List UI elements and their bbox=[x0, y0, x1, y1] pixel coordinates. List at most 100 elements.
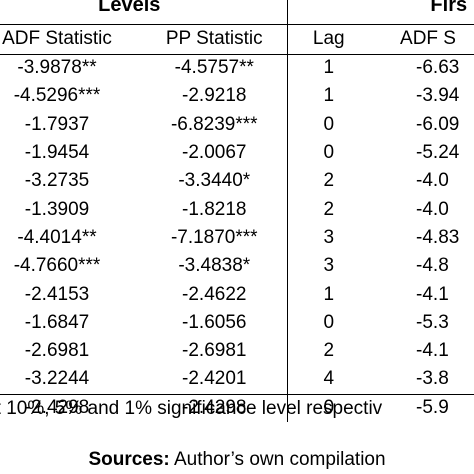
cell-adf-levels-value: -1.7937 bbox=[24, 113, 90, 135]
cell-pp-levels: -3.4838* bbox=[142, 252, 287, 280]
cell-adf-first: -6.09 bbox=[370, 111, 474, 139]
cell-adf-first: -5.24 bbox=[370, 139, 474, 167]
cell-adf-levels-value: -1.6847 bbox=[24, 311, 90, 333]
cell-pp-levels-value: -7.1870*** bbox=[170, 226, 258, 248]
significance-note-text: sent 10%, 5% and 1% significance level r… bbox=[0, 398, 383, 419]
cell-adf-levels: -4.7660*** bbox=[0, 252, 142, 280]
cell-adf-first-value: -4.1 bbox=[416, 283, 449, 305]
cell-adf-levels-value: -2.6981 bbox=[24, 340, 90, 362]
cell-adf-first-value: -4.1 bbox=[416, 340, 449, 362]
cell-adf-first: -5.3 bbox=[370, 309, 474, 337]
cell-pp-levels-value: -2.4298 bbox=[182, 396, 247, 418]
cell-adf-levels: -3.9878** bbox=[0, 54, 142, 82]
cell-lag: 1 bbox=[286, 82, 371, 111]
cell-adf-levels-value: -1.3909 bbox=[24, 198, 90, 220]
cell-pp-levels-value: -3.3440* bbox=[178, 170, 251, 192]
cell-pp-levels-value: -4.5757** bbox=[174, 57, 254, 79]
table-row: -4.5296*** -2.9218 1 -3.94 bbox=[0, 82, 474, 111]
cell-adf-levels-value: -4.7660*** bbox=[13, 255, 101, 277]
cell-adf-levels-value: -3.9878** bbox=[17, 57, 97, 79]
cell-lag-value: 1 bbox=[323, 85, 335, 107]
cell-adf-levels: -1.9454 bbox=[0, 139, 142, 167]
cell-pp-levels-value: -3.4838* bbox=[178, 255, 251, 277]
unit-root-test-table: Levels Firs ADF Statistic PP Statistic L… bbox=[0, 0, 474, 422]
cell-pp-levels: -2.0067 bbox=[142, 139, 287, 167]
cell-adf-first-value: -6.09 bbox=[416, 113, 460, 135]
cell-pp-levels-value: -1.8218 bbox=[182, 198, 247, 220]
table-row: -1.6847 -1.6056 0 -5.3 bbox=[0, 308, 474, 337]
cell-adf-first-value: -6.63 bbox=[416, 57, 460, 79]
table-row: -3.2735 -3.3440* 2 -4.0 bbox=[0, 167, 474, 196]
table-row: -4.4014** -7.1870*** 3 -4.83 bbox=[0, 223, 474, 253]
cell-lag: 3 bbox=[286, 223, 371, 253]
cell-adf-first: -4.8 bbox=[370, 252, 474, 280]
cell-pp-levels: -3.3440* bbox=[142, 167, 287, 195]
cell-lag-value: 2 bbox=[323, 170, 335, 192]
cell-adf-first-value: -4.0 bbox=[416, 170, 449, 192]
table-row: -2.4153 -2.4622 1 -4.1 bbox=[0, 280, 474, 309]
cell-pp-levels: -2.4201 bbox=[142, 365, 287, 393]
cell-adf-levels: -1.7937 bbox=[0, 111, 142, 139]
header-lag: Lag bbox=[286, 24, 371, 55]
cell-adf-first-value: -4.8 bbox=[416, 255, 449, 277]
sources-label: Sources: bbox=[88, 449, 170, 470]
table-row: -2.6981 -2.6981 2 -4.1 bbox=[0, 336, 474, 366]
cell-lag-value: 0 bbox=[323, 396, 335, 418]
cell-adf-first: -6.63 bbox=[370, 54, 474, 82]
cell-lag: 2 bbox=[286, 167, 371, 196]
cell-lag: 3 bbox=[286, 252, 371, 281]
table-row: -3.9878** -4.5757** 1 -6.63 bbox=[0, 54, 474, 83]
group-first-difference-label: Firs bbox=[430, 0, 468, 17]
cell-lag-value: 0 bbox=[323, 113, 335, 135]
cell-adf-levels: -2.4153 bbox=[0, 280, 142, 308]
cell-lag: 0 bbox=[286, 138, 371, 168]
column-header-row: ADF Statistic PP Statistic Lag ADF S bbox=[0, 24, 474, 55]
cell-pp-levels-value: -6.8239*** bbox=[170, 113, 258, 135]
header-adf-levels: ADF Statistic bbox=[0, 24, 142, 55]
cell-adf-levels-value: -3.2735 bbox=[24, 170, 90, 192]
cell-adf-levels: -3.2735 bbox=[0, 167, 142, 195]
cell-pp-levels: -7.1870*** bbox=[142, 224, 287, 252]
cell-adf-first: -5.9 bbox=[370, 394, 474, 422]
cell-pp-levels: -6.8239*** bbox=[142, 111, 287, 139]
cell-pp-levels-value: -2.4201 bbox=[182, 368, 247, 390]
cell-pp-levels: -2.4622 bbox=[142, 280, 287, 308]
cell-adf-first: -3.94 bbox=[370, 82, 474, 110]
cell-adf-levels: -1.3909 bbox=[0, 195, 142, 223]
cell-lag-value: 2 bbox=[323, 340, 335, 362]
cell-pp-levels: -2.9218 bbox=[142, 82, 287, 110]
cell-adf-first: -4.83 bbox=[370, 224, 474, 252]
cell-adf-first-value: -3.94 bbox=[416, 85, 460, 107]
table-row: -2.4298 -2.4298 0 -5.9 bbox=[0, 393, 474, 422]
header-pp-levels: PP Statistic bbox=[142, 24, 288, 55]
group-levels: Levels bbox=[0, 0, 288, 25]
table-row: -1.9454 -2.0067 0 -5.24 bbox=[0, 138, 474, 168]
cell-lag: 2 bbox=[286, 336, 371, 366]
cell-pp-levels: -1.8218 bbox=[142, 195, 287, 223]
cell-lag-value: 3 bbox=[323, 255, 335, 277]
cell-adf-levels-value: -4.4014** bbox=[17, 226, 97, 248]
cell-lag: 0 bbox=[286, 393, 371, 422]
cell-adf-first: -4.1 bbox=[370, 280, 474, 308]
cell-lag: 2 bbox=[286, 195, 371, 224]
sources-text: Author’s own compilation bbox=[169, 449, 386, 470]
cell-lag-value: 2 bbox=[323, 198, 335, 220]
cell-lag-value: 4 bbox=[323, 368, 335, 390]
cell-lag-value: 0 bbox=[323, 142, 335, 164]
table-body: -3.9878** -4.5757** 1 -6.63 -4.5296*** -2.921… bbox=[0, 54, 474, 422]
cell-adf-levels-value: -1.9454 bbox=[24, 142, 90, 164]
table-row: -1.7937 -6.8239*** 0 -6.09 bbox=[0, 110, 474, 139]
cell-adf-first: -3.8 bbox=[370, 365, 474, 393]
cell-lag: 0 bbox=[286, 110, 371, 139]
cell-adf-first-value: -4.83 bbox=[416, 226, 460, 248]
cell-adf-first-value: -5.9 bbox=[416, 396, 449, 418]
cell-adf-first-value: -5.24 bbox=[416, 142, 460, 164]
cell-lag: 4 bbox=[286, 365, 371, 394]
cell-adf-levels-value: -2.4153 bbox=[24, 283, 90, 305]
cell-adf-levels: -4.4014** bbox=[0, 224, 142, 252]
cell-adf-levels: -1.6847 bbox=[0, 309, 142, 337]
cell-lag: 1 bbox=[286, 280, 371, 309]
significance-note: sent 10%, 5% and 1% significance level r… bbox=[0, 394, 474, 423]
cell-adf-levels: -3.2244 bbox=[0, 365, 142, 393]
